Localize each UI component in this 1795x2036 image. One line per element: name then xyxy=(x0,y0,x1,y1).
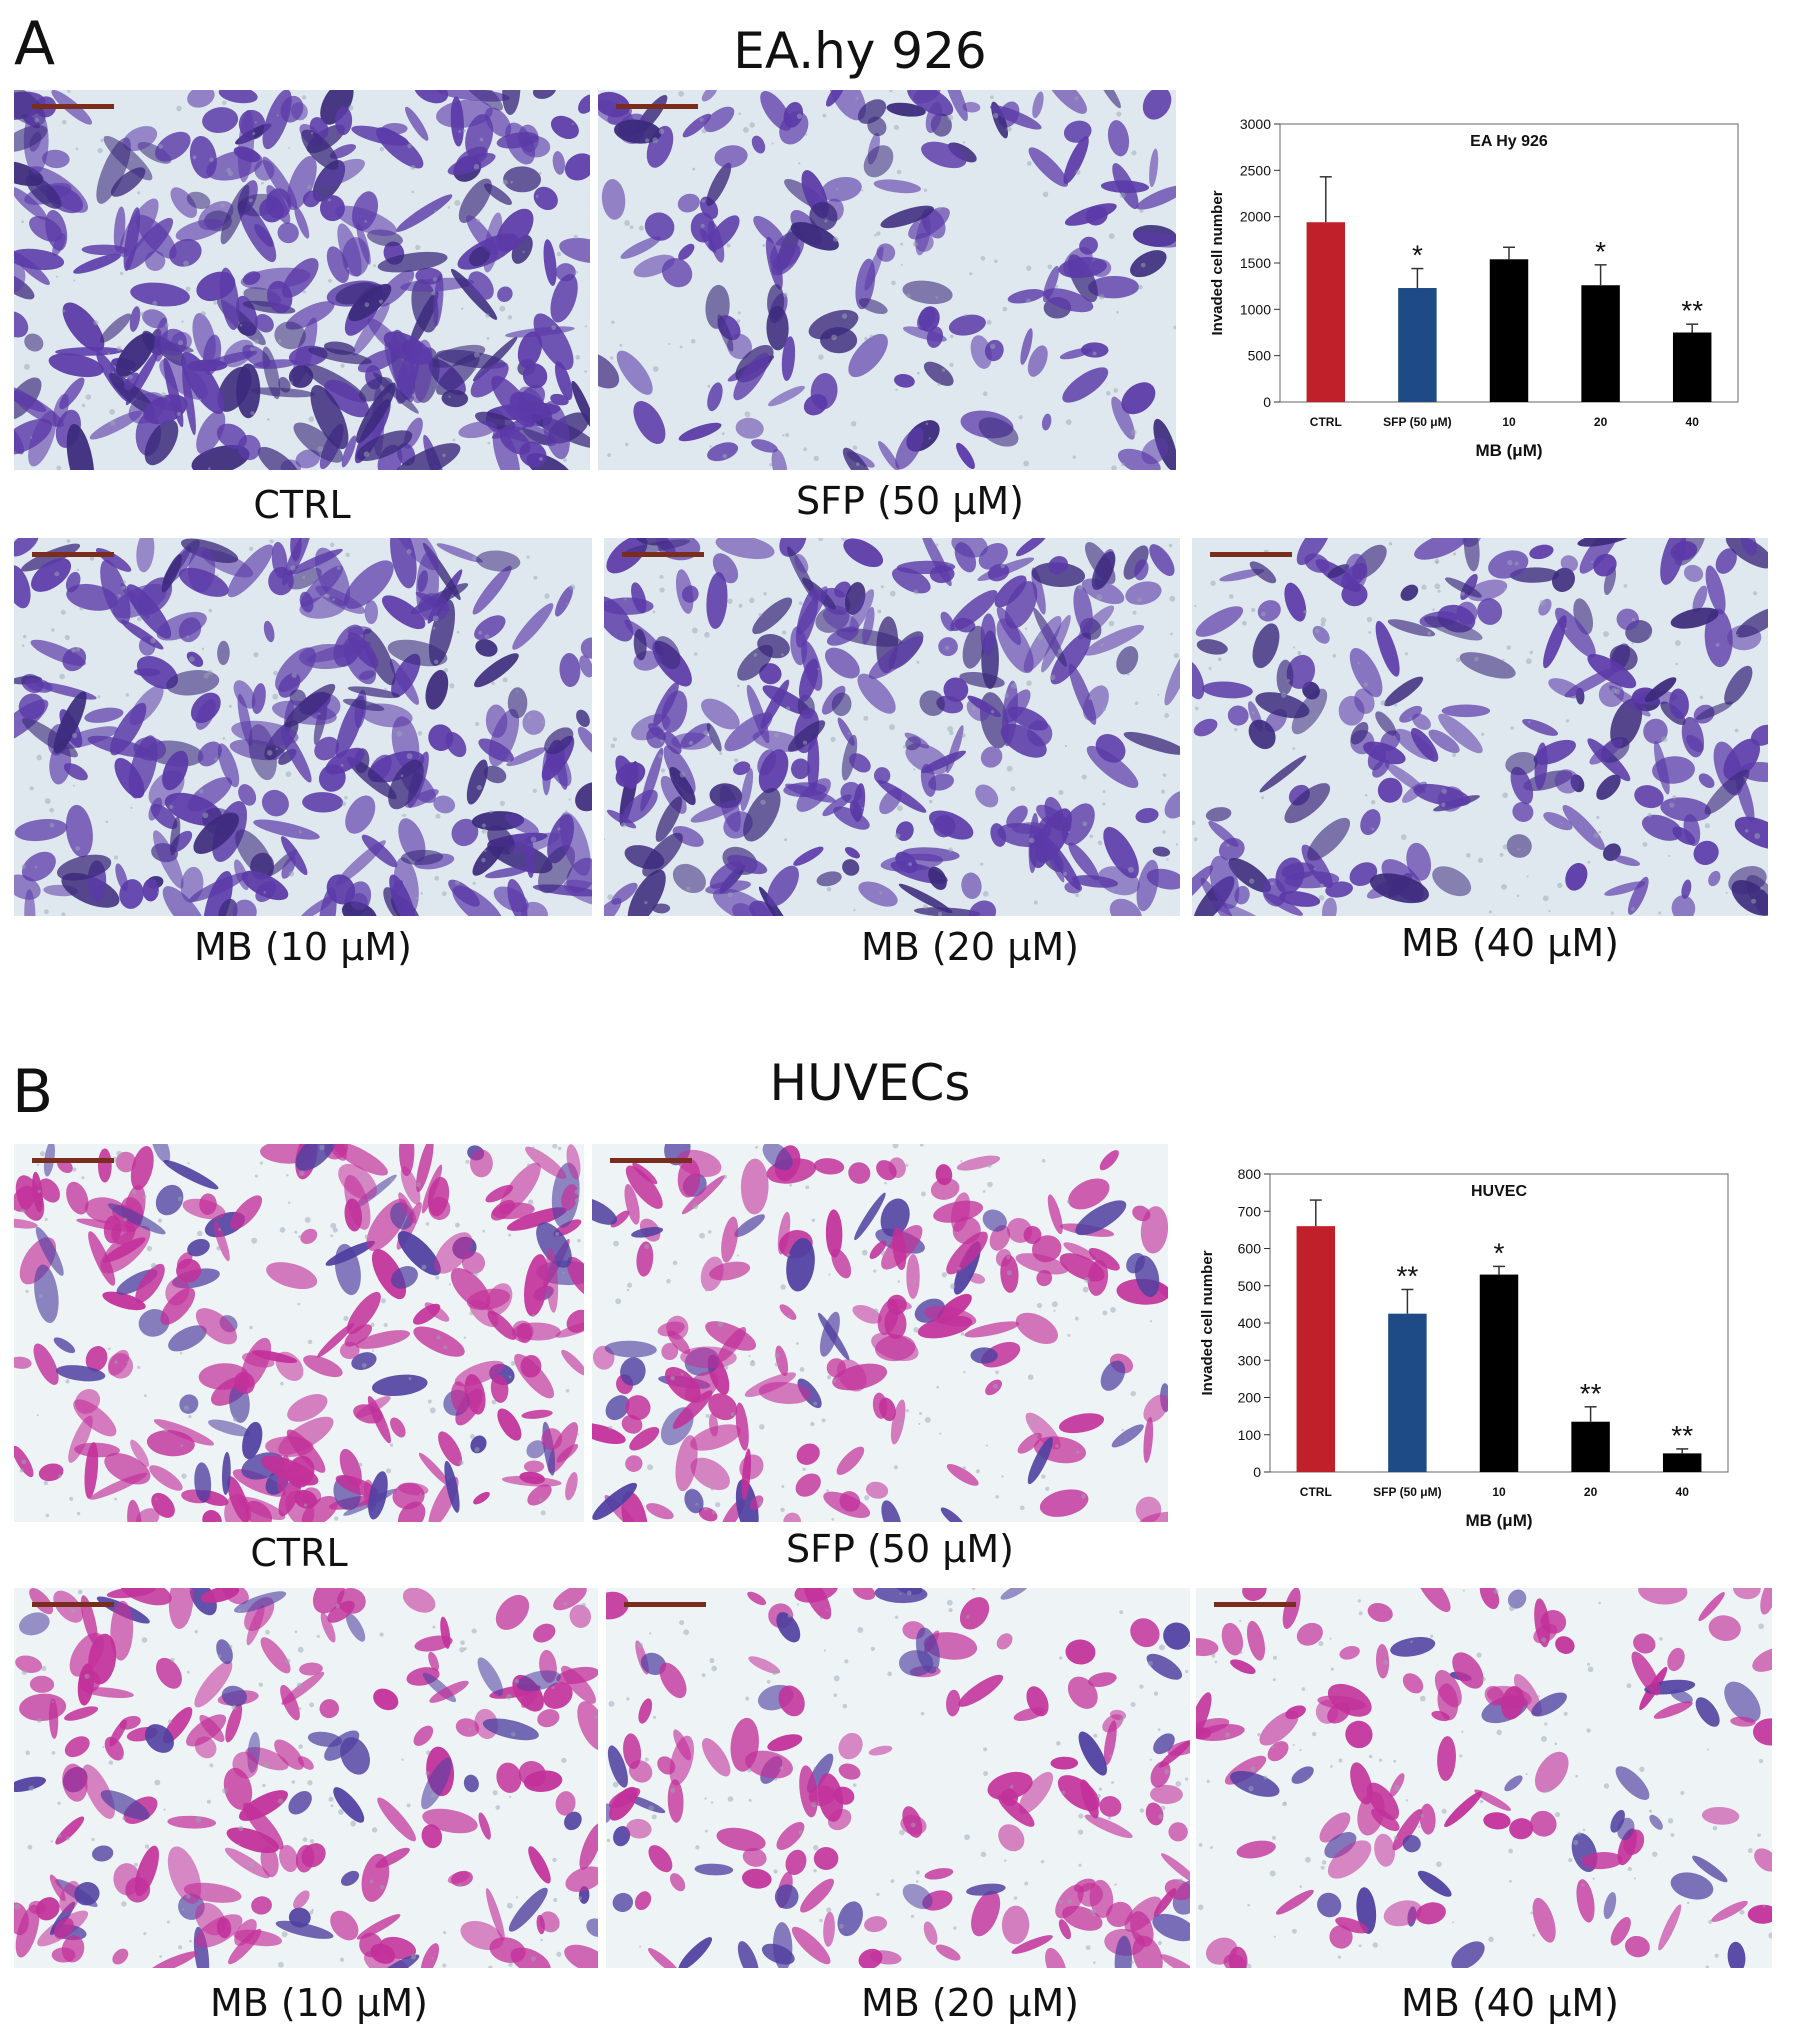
y-tick-label: 2500 xyxy=(1240,162,1271,178)
panel-letter-a: A xyxy=(14,9,56,79)
y-tick-label: 1000 xyxy=(1240,301,1271,317)
bar xyxy=(1479,1274,1519,1472)
micrograph-b-mb10 xyxy=(14,1588,598,1968)
micrograph-a-sfp xyxy=(598,90,1176,470)
micrograph-a-mb40 xyxy=(1192,538,1768,916)
x-tick-label: CTRL xyxy=(1310,415,1342,429)
scale-bar xyxy=(610,1158,692,1163)
y-tick-label: 500 xyxy=(1248,348,1272,364)
caption-a-mb40: MB (40 μM) xyxy=(1401,921,1619,965)
x-axis-label: MB (μM) xyxy=(1465,1511,1532,1530)
y-tick-label: 3000 xyxy=(1240,116,1271,132)
micrograph-texture xyxy=(606,1588,1190,1968)
significance-marker: ** xyxy=(1397,1260,1419,1291)
y-tick-label: 800 xyxy=(1238,1166,1262,1182)
x-axis-label: MB (μM) xyxy=(1475,441,1542,460)
y-tick-label: 0 xyxy=(1253,1464,1261,1480)
caption-a-mb20: MB (20 μM) xyxy=(861,925,1079,969)
micrograph-a-ctrl xyxy=(14,90,590,470)
caption-b-ctrl: CTRL xyxy=(250,1531,348,1575)
bar-chart-ea-hy926: EA Hy 926 0 500 1000 1500 2000 2500 3000 Invaded… xyxy=(1200,110,1760,470)
bar xyxy=(1672,332,1712,402)
micrograph-a-mb20 xyxy=(604,538,1180,916)
micrograph-texture xyxy=(592,1144,1168,1522)
caption-b-sfp: SFP (50 μM) xyxy=(785,1527,1015,1571)
micrograph-texture xyxy=(604,538,1180,916)
scale-bar xyxy=(32,104,114,109)
x-tick-label: SFP (50 μM) xyxy=(1383,415,1451,429)
bar xyxy=(1296,1226,1336,1472)
y-tick-label: 1500 xyxy=(1240,255,1271,271)
x-tick-label: CTRL xyxy=(1300,1485,1332,1499)
x-tick-label: 20 xyxy=(1594,415,1608,429)
scale-bar xyxy=(624,1602,706,1607)
micrograph-texture xyxy=(598,90,1176,470)
caption-b-mb40: MB (40 μM) xyxy=(1401,1981,1619,2025)
y-tick-label: 100 xyxy=(1238,1427,1262,1443)
chart-svg: HUVEC 0 100 200 300 400 500 600 700 800 Invaded ce… xyxy=(1199,1166,1729,1530)
micrograph-a-mb10 xyxy=(14,538,592,916)
bar xyxy=(1662,1453,1702,1472)
bar xyxy=(1489,259,1529,402)
y-tick-label: 200 xyxy=(1238,1390,1262,1406)
y-axis-label: Invaded cell number xyxy=(1209,190,1226,335)
scale-bar xyxy=(32,552,114,557)
caption-a-sfp: SFP (50 μM) xyxy=(795,479,1025,523)
micrograph-texture xyxy=(1192,538,1768,916)
x-tick-label: 20 xyxy=(1584,1485,1598,1499)
chart-svg: EA Hy 926 0 500 1000 1500 2000 2500 3000 Invaded… xyxy=(1209,116,1739,460)
micrograph-texture xyxy=(14,90,590,470)
panel-title-b: HUVECs xyxy=(769,1054,971,1112)
chart-title: EA Hy 926 xyxy=(1470,133,1548,150)
bar xyxy=(1571,1421,1610,1472)
x-tick-label: 10 xyxy=(1492,1485,1506,1499)
micrograph-b-mb40 xyxy=(1196,1588,1772,1968)
chart-title: HUVEC xyxy=(1471,1183,1527,1200)
significance-marker: ** xyxy=(1681,295,1703,326)
significance-marker: ** xyxy=(1671,1420,1693,1451)
scale-bar xyxy=(1214,1602,1296,1607)
panel-title-a: EA.hy 926 xyxy=(733,22,987,80)
caption-b-mb20: MB (20 μM) xyxy=(861,1981,1079,2025)
caption-a-ctrl: CTRL xyxy=(253,483,351,527)
scale-bar xyxy=(622,552,704,557)
scale-bar xyxy=(616,104,698,109)
y-tick-label: 600 xyxy=(1238,1241,1262,1257)
micrograph-texture xyxy=(1196,1588,1772,1968)
x-tick-label: 40 xyxy=(1676,1485,1690,1499)
y-tick-label: 300 xyxy=(1238,1352,1262,1368)
y-tick-label: 500 xyxy=(1238,1278,1262,1294)
bar xyxy=(1581,285,1620,402)
significance-marker: ** xyxy=(1580,1378,1602,1409)
bar xyxy=(1306,222,1346,402)
scale-bar xyxy=(1210,552,1292,557)
bar-chart-huvec: HUVEC 0 100 200 300 400 500 600 700 800 Invaded ce… xyxy=(1190,1160,1750,1540)
caption-b-mb10: MB (10 μM) xyxy=(210,1981,428,2025)
y-tick-label: 0 xyxy=(1263,394,1271,410)
x-tick-label: 10 xyxy=(1502,415,1516,429)
micrograph-texture xyxy=(14,538,592,916)
bar xyxy=(1388,1313,1427,1472)
significance-marker: * xyxy=(1595,236,1606,267)
significance-marker: * xyxy=(1412,240,1423,271)
significance-marker: * xyxy=(1494,1237,1505,1268)
y-axis-label: Invaded cell number xyxy=(1199,1250,1216,1395)
y-tick-label: 2000 xyxy=(1240,209,1271,225)
micrograph-b-mb20 xyxy=(606,1588,1190,1968)
micrograph-texture xyxy=(14,1144,584,1522)
bar xyxy=(1398,288,1437,402)
x-tick-label: SFP (50 μM) xyxy=(1373,1485,1441,1499)
micrograph-b-ctrl xyxy=(14,1144,584,1522)
y-tick-label: 700 xyxy=(1238,1203,1262,1219)
x-tick-label: 40 xyxy=(1686,415,1700,429)
micrograph-texture xyxy=(14,1588,598,1968)
caption-a-mb10: MB (10 μM) xyxy=(194,925,412,969)
y-tick-label: 400 xyxy=(1238,1315,1262,1331)
micrograph-b-sfp xyxy=(592,1144,1168,1522)
panel-letter-b: B xyxy=(12,1057,54,1127)
scale-bar xyxy=(32,1158,114,1163)
scale-bar xyxy=(32,1602,114,1607)
